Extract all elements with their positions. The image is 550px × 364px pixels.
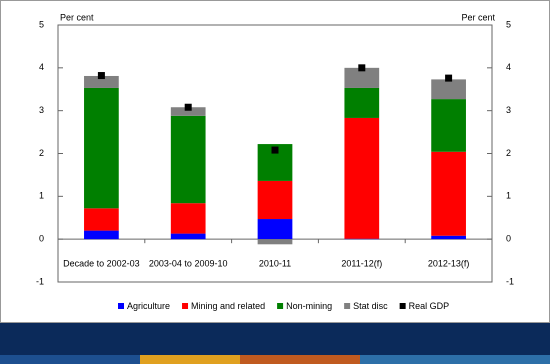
footer-stripe bbox=[0, 355, 140, 364]
y2-tick-label: -1 bbox=[506, 276, 514, 286]
legend-swatch bbox=[118, 303, 124, 309]
marker bbox=[271, 146, 279, 154]
y-tick-label: 4 bbox=[39, 62, 44, 72]
legend-label: Agriculture bbox=[127, 301, 170, 311]
bar-segment bbox=[431, 99, 466, 152]
bar-segment bbox=[344, 67, 380, 88]
legend-swatch bbox=[344, 303, 351, 309]
legend-swatch bbox=[399, 303, 406, 309]
y2-tick-label: 0 bbox=[506, 234, 511, 244]
x-tick-label: 2010-11 bbox=[259, 258, 291, 268]
marker bbox=[358, 64, 366, 72]
y2-tick-label: 2 bbox=[506, 148, 511, 158]
bar-segment bbox=[170, 233, 206, 240]
y2-tick-label: 3 bbox=[506, 105, 511, 115]
marker bbox=[97, 72, 105, 80]
y-tick-label: 2 bbox=[39, 148, 44, 158]
y-tick-label: 0 bbox=[39, 234, 44, 244]
bar-segment bbox=[84, 208, 119, 231]
legend-label: Real GDP bbox=[409, 301, 450, 311]
bar-segment bbox=[84, 75, 119, 88]
y-tick-label: 1 bbox=[39, 191, 44, 201]
footer-stripe bbox=[240, 355, 360, 364]
bar-segment bbox=[257, 180, 293, 220]
footer-stripe bbox=[140, 355, 240, 364]
bar-segment bbox=[170, 115, 206, 204]
footer-stripe bbox=[360, 355, 550, 364]
y2-tick-label: 5 bbox=[506, 19, 511, 29]
x-tick-label: 2012-13(f) bbox=[428, 258, 470, 268]
x-tick-label: Decade to 2002-03 bbox=[63, 258, 140, 268]
legend-swatch bbox=[182, 303, 189, 309]
bar-segment bbox=[344, 117, 380, 239]
y-tick-label: 3 bbox=[39, 105, 44, 115]
bar-segment bbox=[257, 239, 293, 245]
marker bbox=[445, 74, 453, 82]
legend-label: Non-mining bbox=[286, 301, 332, 311]
x-tick-label: 2011-12(f) bbox=[341, 258, 382, 268]
legend-label: Mining and related bbox=[191, 301, 265, 311]
bar-segment bbox=[170, 107, 206, 116]
marker bbox=[184, 103, 192, 111]
bar-segment bbox=[431, 235, 466, 240]
y2-axis-label: Per cent bbox=[461, 12, 495, 22]
y2-tick-label: 1 bbox=[506, 191, 511, 201]
bar-segment bbox=[344, 87, 380, 118]
bar-segment bbox=[257, 219, 293, 240]
y-tick-label: 5 bbox=[39, 19, 44, 29]
bar-segment bbox=[170, 203, 206, 234]
y-tick-label: -1 bbox=[36, 276, 44, 286]
footer bbox=[0, 323, 550, 364]
legend-swatch bbox=[277, 303, 284, 309]
bar-segment bbox=[84, 87, 119, 209]
y2-tick-label: 4 bbox=[506, 62, 511, 72]
legend-label: Stat disc bbox=[353, 301, 388, 311]
bar-segment bbox=[84, 230, 119, 240]
bar-segment bbox=[431, 79, 466, 100]
x-tick-label: 2003-04 to 2009-10 bbox=[149, 258, 228, 268]
bar-segment bbox=[431, 151, 466, 236]
y-axis-label: Per cent bbox=[60, 12, 94, 22]
